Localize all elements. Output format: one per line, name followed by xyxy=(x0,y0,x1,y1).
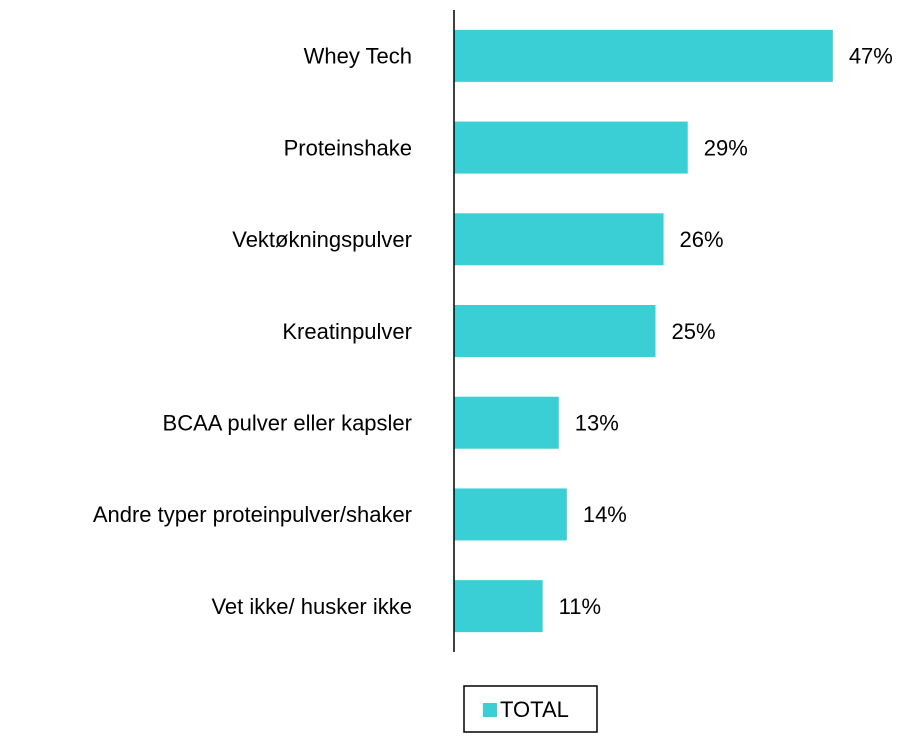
value-label: 26% xyxy=(680,227,724,252)
y-tick-label: Whey Tech xyxy=(304,44,412,69)
bar xyxy=(454,396,559,449)
bar xyxy=(454,488,567,541)
value-label: 13% xyxy=(575,411,619,436)
value-label: 11% xyxy=(559,594,601,619)
y-tick-label: Andre typer proteinpulver/shaker xyxy=(93,502,412,527)
y-tick-label: Vet ikke/ husker ikke xyxy=(211,594,412,619)
bar xyxy=(454,305,656,357)
legend-box xyxy=(463,685,598,733)
legend-label: TOTAL xyxy=(500,697,569,722)
legend-swatch xyxy=(483,703,497,717)
value-label: 25% xyxy=(672,319,716,344)
value-label: 14% xyxy=(583,502,627,527)
value-label: 47% xyxy=(849,44,893,69)
bar xyxy=(454,580,543,633)
bar xyxy=(454,213,664,266)
y-tick-label: Proteinshake xyxy=(284,135,412,160)
bar xyxy=(454,121,688,174)
value-label: 29% xyxy=(704,135,748,160)
y-tick-label: Kreatinpulver xyxy=(282,319,412,344)
bar xyxy=(454,29,833,82)
y-tick-label: Vektøkningspulver xyxy=(232,227,412,252)
y-tick-label: BCAA pulver eller kapsler xyxy=(163,411,412,436)
